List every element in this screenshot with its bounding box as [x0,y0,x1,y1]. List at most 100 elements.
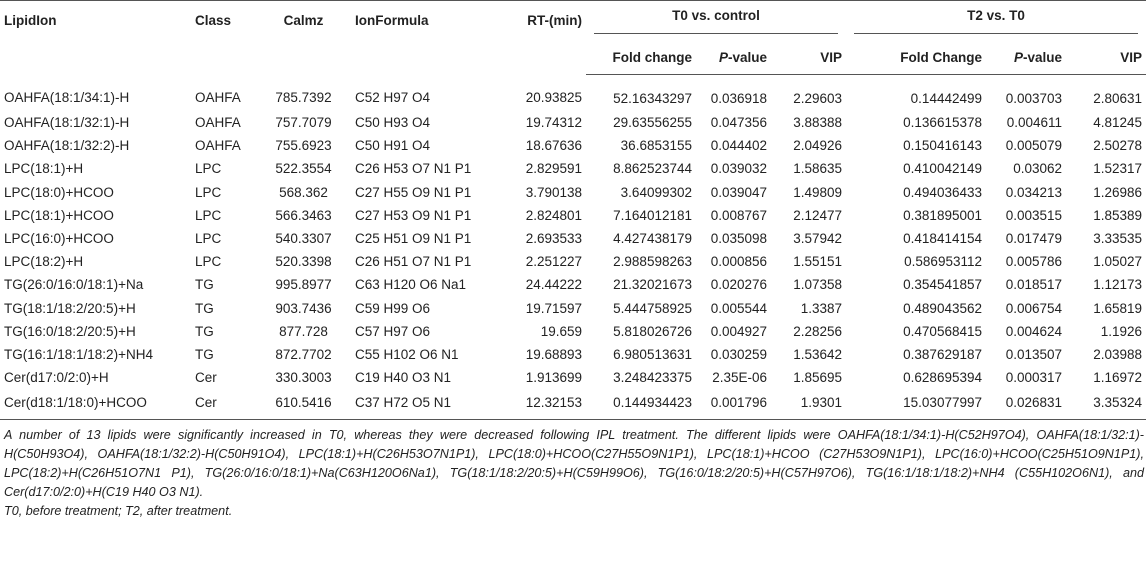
table-cell: 0.017479 [1005,231,1062,247]
table-cell: 19.74312 [525,115,582,131]
table-cell: 12.32153 [516,389,586,421]
table-cell: 0.470568415 [903,323,982,339]
table-cell: OAHFA(18:1/32:1)-H [4,115,130,131]
table-cell: 872.7702 [275,346,332,362]
table-cell: 2.80631 [1093,90,1142,106]
table-row: OAHFA(18:1/32:1)-H OAHFA 757.7079 C50 H93 O… [0,111,1146,134]
table-cell: 0.003703 [1005,90,1062,106]
table-cell: OAHFA(18:1/34:1)-H [4,90,130,106]
table-cell: Cer(d17:0/2:0)+H [4,370,109,386]
table-cell: 1.05027 [1093,254,1142,270]
table-cell: 0.047356 [710,115,767,131]
table-row: LPC(18:1)+HCOO LPC 566.3463 C27 H53 O9 N1 P… [0,204,1146,227]
table-cell: C25 H51 O9 N1 P1 [355,231,472,247]
table-cell: TG(18:1/18:2/20:5)+H [4,300,136,316]
table-cell: 0.004927 [710,323,767,339]
table-row: TG(18:1/18:2/20:5)+H TG 903.7436 C59 H99 O6… [0,297,1146,320]
table-cell: 0.144934423 [586,389,696,421]
table-cell: 1.07358 [793,277,842,293]
table-cell: 0.039032 [710,161,767,177]
table-cell: Cer [195,370,217,386]
table-cell: 755.6923 [275,138,332,154]
table-cell: 2.693533 [525,231,582,247]
table-cell: Cer [191,389,256,421]
table-cell: TG [195,346,214,362]
table-cell: 6.980513631 [613,346,692,362]
table-cell: 18.67636 [525,138,582,154]
table-cell: 757.7079 [275,115,332,131]
table-cell: 24.44222 [525,277,582,293]
table-cell: 0.026831 [986,389,1066,421]
table-cell: C27 H53 O9 N1 P1 [355,207,472,223]
table-cell: 0.489043562 [903,300,982,316]
table-cell: 0.494036433 [903,184,982,200]
table-cell: 21.32021673 [613,277,692,293]
table-cell: 1.9301 [771,389,846,421]
table-cell: TG(16:0/18:2/20:5)+H [4,323,136,339]
table-row: LPC(18:1)+H LPC 522.3554 C26 H53 O7 N1 P1 2.… [0,157,1146,180]
table-cell: 3.33535 [1093,231,1142,247]
group-label: T0 vs. control [594,8,838,34]
table-cell: 2.35E-06 [712,370,767,386]
table-cell: 5.818026726 [613,323,692,339]
group-header: T0 vs. control [586,0,846,41]
table-cell: C57 H97 O6 [355,323,431,339]
table-cell: 19.68893 [525,346,582,362]
table-cell: 1.1926 [1100,323,1142,339]
table-cell: C37 H72 O5 N1 [351,389,516,421]
table-cell: 0.036918 [710,90,767,106]
table-cell: 0.000856 [710,254,767,270]
table-cell: 1.12173 [1093,277,1142,293]
table-cell: TG [195,300,214,316]
footnote: A number of 13 lipids were significantly… [4,428,1144,500]
table-cell: TG [195,323,214,339]
table-cell: 0.030259 [710,346,767,362]
footnotes: A number of 13 lipids were significantly… [0,420,1146,521]
table-cell: 0.03062 [1013,161,1062,177]
table-cell: 785.7392 [275,90,332,106]
table-cell: 0.004624 [1005,323,1062,339]
table-cell: 2.251227 [525,254,582,270]
table-cell: Cer(d18:1/18:0)+HCOO [0,389,191,421]
footnote: T0, before treatment; T2, after treatmen… [4,504,233,519]
table-cell: 877.728 [279,323,328,339]
table-cell: 2.988598263 [613,254,692,270]
table-cell: 0.418414154 [903,231,982,247]
table-cell: OAHFA [195,115,241,131]
table-cell: C19 H40 O3 N1 [355,370,452,386]
table-cell: 0.387629187 [903,346,982,362]
column-header: IonFormula [351,0,516,75]
table-row: LPC(18:2)+H LPC 520.3398 C26 H51 O7 N1 P1 2.… [0,250,1146,273]
table-cell: 0.150416143 [903,138,982,154]
table-cell: 0.020276 [710,277,767,293]
table-cell: 4.81245 [1093,115,1142,131]
table-cell: 330.3003 [275,370,332,386]
table-cell: 0.034213 [1005,184,1062,200]
table-cell: 29.63556255 [613,115,692,131]
table-cell: TG [195,277,214,293]
table-cell: 2.824801 [525,207,582,223]
table-cell: 36.6853155 [620,138,692,154]
table-row: LPC(18:0)+HCOO LPC 568.362 C27 H55 O9 N1 P1… [0,181,1146,204]
table-cell: 0.381895001 [903,207,982,223]
table-cell: OAHFA [195,90,241,106]
table-cell: 1.26986 [1093,184,1142,200]
table-cell: 3.57942 [793,231,842,247]
column-header: Class [191,0,256,75]
table-cell: 0.039047 [710,184,767,200]
column-header: RT-(min) [516,0,586,75]
table-cell: 610.5416 [256,389,351,421]
table-cell: 2.29603 [793,90,842,106]
column-header: LipidIon [0,0,191,75]
table-row: Cer(d17:0/2:0)+H Cer 330.3003 C19 H40 O3 N1… [0,366,1146,389]
subcolumn-header: P-value [986,41,1066,75]
table-cell: 0.013507 [1005,346,1062,362]
table-cell: 0.354541857 [903,277,982,293]
table-cell: 0.628695394 [903,370,982,386]
table-cell: LPC [195,254,222,270]
table-cell: 3.248423375 [613,370,692,386]
table-cell: 2.50278 [1093,138,1142,154]
table-cell: LPC(18:2)+H [4,254,84,270]
table-cell: 2.28256 [793,323,842,339]
